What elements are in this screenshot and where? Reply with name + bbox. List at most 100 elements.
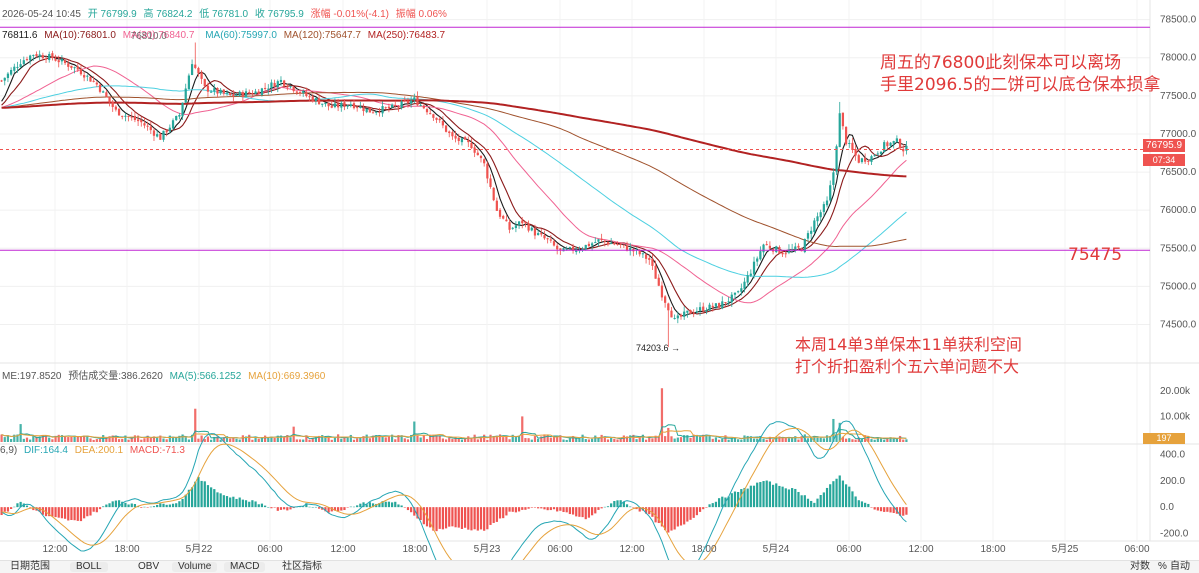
obv-button[interactable]: OBV [138, 561, 160, 572]
volume-bar [10, 439, 13, 442]
candle-body [51, 53, 54, 59]
candle-body [124, 115, 127, 117]
candle-body [514, 225, 518, 229]
candle-body [362, 107, 365, 112]
macd-bar [41, 507, 44, 515]
candle-body [171, 120, 175, 129]
candle-body [79, 68, 83, 75]
time-tick-label: 18:00 [114, 544, 139, 555]
macd-bar [737, 492, 740, 508]
volume-bar [752, 438, 756, 442]
candle-body [232, 94, 235, 97]
candle-body [206, 85, 210, 92]
candle-body [781, 252, 784, 255]
volume-bar [813, 435, 816, 442]
macd-bar [378, 503, 381, 508]
volume-bar [384, 437, 387, 442]
candle-body [657, 277, 660, 286]
volume-bar [194, 408, 197, 442]
volume-bar [257, 438, 260, 442]
macd-bar [476, 507, 479, 531]
candle-body [679, 314, 683, 317]
candle-body [892, 141, 895, 144]
candle-body [98, 84, 102, 92]
volume-bar [581, 434, 584, 442]
macd-bar [32, 507, 35, 511]
candle-body [114, 106, 117, 110]
low-point-label: 74203.6 → [636, 343, 681, 353]
log-scale-button[interactable]: 对数 [1130, 561, 1150, 572]
volume-bar [438, 435, 441, 442]
macd-bar [629, 506, 632, 508]
candle-body [229, 92, 232, 96]
candle-body [260, 88, 264, 95]
macd-bar [708, 504, 711, 508]
volume-bar [578, 438, 581, 442]
macd-bar [486, 507, 489, 530]
candle-body [835, 146, 838, 172]
volume-bar [454, 437, 457, 442]
ma5-line [1, 55, 907, 317]
volume-bar [432, 434, 435, 442]
volume-bar [664, 436, 667, 442]
community-indicators-button[interactable]: 社区指标 [282, 561, 322, 572]
macd-tick-label: -200.0 [1160, 528, 1189, 539]
volume-bar [308, 439, 311, 442]
boll-button[interactable]: BOLL [70, 562, 108, 572]
candle-body [22, 60, 25, 65]
macd-bar [562, 507, 565, 513]
candle-body [438, 118, 441, 121]
volume-bar [60, 435, 64, 442]
candle-body [670, 310, 673, 318]
volume-bar [54, 435, 57, 442]
price-tick-label: 75000.0 [1160, 281, 1197, 292]
volume-bar [721, 438, 724, 442]
macd-bar [263, 505, 267, 508]
volume-bar [352, 439, 356, 442]
macd-bar [483, 507, 486, 531]
macd-bar [194, 481, 197, 508]
time-tick-label: 06:00 [547, 544, 572, 555]
volume-bar [502, 437, 505, 442]
volume-bar [822, 438, 825, 442]
candle-body [686, 310, 689, 313]
candle-body [508, 222, 511, 230]
volume-bar [216, 436, 219, 442]
macd-bar [448, 507, 451, 527]
macd-bar [305, 503, 308, 508]
auto-scale-button[interactable]: 自动 [1170, 561, 1190, 572]
volume-bar [641, 434, 645, 442]
candle-body [159, 134, 162, 140]
candle-body [41, 55, 44, 59]
volume-bar [425, 439, 429, 442]
candle-body [825, 200, 829, 206]
ma250-line [1, 99, 907, 178]
volume-button[interactable]: Volume [172, 562, 218, 572]
volume-bar [70, 436, 73, 442]
macd-dif: DIF:164.4 [24, 445, 68, 456]
candle-body [194, 64, 197, 68]
candle-body [235, 95, 238, 97]
volume-bar [324, 436, 327, 442]
volume-bar [517, 435, 521, 442]
candle-body [394, 105, 397, 107]
candle-body [6, 73, 10, 79]
macd-bar [225, 496, 229, 508]
vol-ma5: MA(5):566.1252 [169, 371, 242, 382]
candle-body [759, 251, 762, 260]
volume-bar [121, 438, 124, 442]
macd-button[interactable]: MACD [224, 562, 266, 572]
candle-body [806, 233, 810, 239]
macd-bar [803, 495, 806, 508]
percent-scale-button[interactable]: % [1158, 561, 1167, 572]
volume-bar [511, 434, 514, 442]
volume-bar [467, 436, 470, 442]
candle-body [130, 116, 133, 118]
volume-bar [594, 435, 597, 442]
candle-body [692, 313, 695, 315]
date-range-button[interactable]: 日期范围 [10, 561, 50, 572]
macd-bar [314, 506, 318, 508]
macd-bar [533, 507, 537, 508]
candle-body [590, 243, 594, 246]
